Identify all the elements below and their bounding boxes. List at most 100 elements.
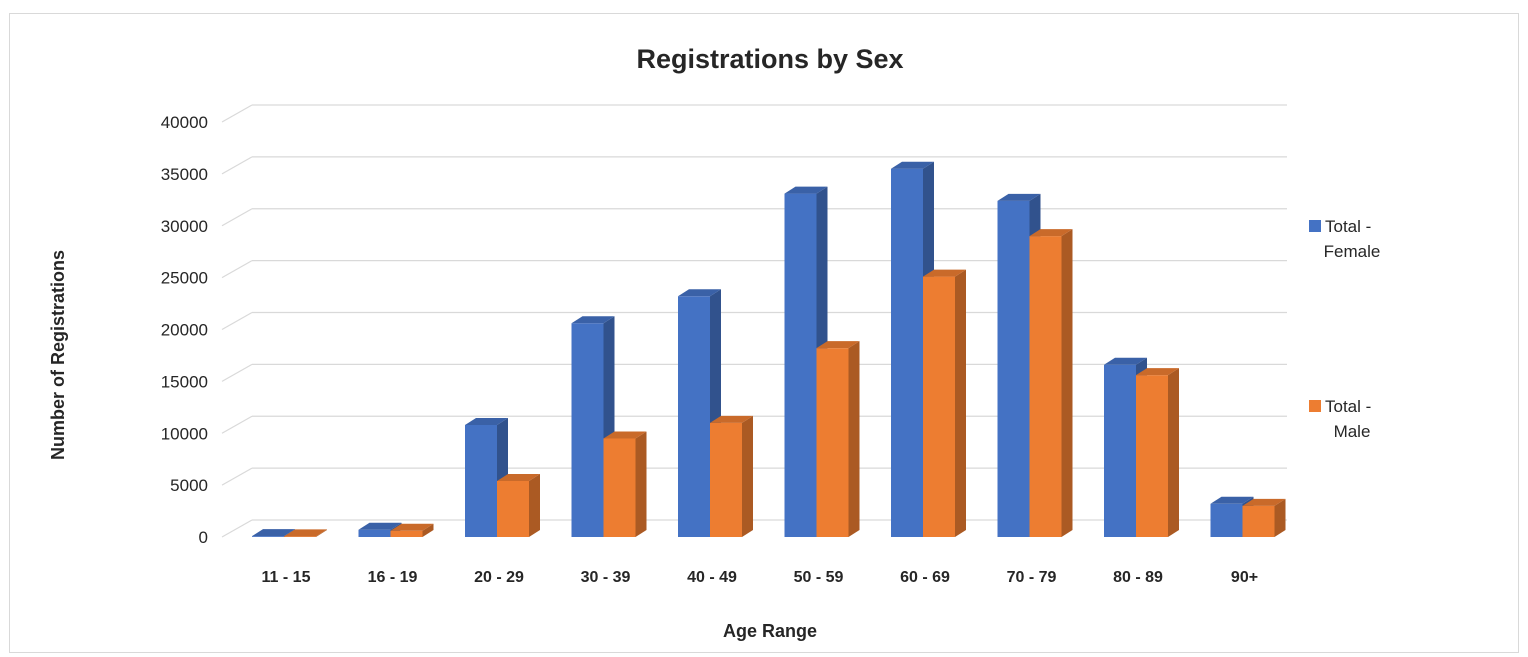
x-tick-label: 70 - 79: [1007, 569, 1057, 586]
bar-front: [891, 168, 923, 537]
x-tick-label: 20 - 29: [474, 569, 524, 586]
legend-label: Female: [1324, 242, 1381, 261]
bar-front: [816, 348, 849, 537]
bar-front: [1029, 236, 1062, 537]
legend-swatch: [1309, 220, 1321, 232]
legend-swatch: [1309, 400, 1321, 412]
bar-front: [1136, 375, 1168, 537]
legend-label: Male: [1334, 422, 1371, 441]
y-tick-label: 0: [199, 528, 208, 547]
bar-top: [923, 269, 966, 277]
bar-front: [465, 424, 497, 537]
bar: [284, 529, 327, 537]
y-tick-label: 25000: [161, 269, 208, 288]
bar-front: [284, 536, 316, 537]
gridline-diagonal: [221, 104, 253, 123]
bar-front: [252, 536, 284, 537]
bar-front: [358, 529, 391, 537]
bar-top: [678, 289, 721, 297]
y-axis-ticks: 0 5000 10000 15000 20000 25000 30000 35000 40000: [161, 113, 208, 547]
legend-label: Total -: [1325, 397, 1371, 416]
gridline-diagonal: [221, 467, 253, 486]
x-tick-label: 16 - 19: [368, 569, 418, 586]
bar-front: [710, 422, 742, 537]
y-tick-label: 15000: [161, 372, 208, 391]
chart-title: Registrations by Sex: [636, 44, 903, 74]
bar-top: [571, 316, 615, 324]
x-tick-label: 50 - 59: [794, 569, 844, 586]
bar-top: [252, 529, 295, 537]
bar: [603, 431, 647, 537]
bar: [390, 523, 434, 537]
bar-side: [635, 431, 647, 537]
bar: [784, 186, 828, 537]
x-axis-label: Age Range: [723, 621, 817, 641]
bar-top: [710, 415, 753, 423]
gridline-diagonal: [221, 415, 253, 434]
bar-top: [1136, 368, 1179, 376]
y-axis-label: Number of Registrations: [48, 250, 68, 460]
bar-front: [497, 480, 529, 537]
gridline-diagonal: [221, 311, 253, 331]
bar-side: [422, 523, 434, 537]
bar-front: [1242, 505, 1275, 537]
bar-front: [1210, 503, 1243, 537]
bar-front: [1104, 364, 1136, 537]
bar-front: [603, 438, 636, 537]
gridline-diagonal: [221, 363, 253, 382]
bar-front: [390, 530, 423, 537]
y-tick-label: 20000: [161, 321, 208, 340]
bar-side: [742, 415, 753, 537]
bar-side: [1168, 368, 1179, 537]
bar: [816, 341, 860, 537]
bar-top: [1029, 229, 1073, 237]
bar-side: [316, 529, 327, 537]
x-axis-ticks: 11 - 15 16 - 19 20 - 29 30 - 39 40 - 49 50 - …: [262, 569, 1259, 586]
legend-label: Total -: [1325, 217, 1371, 236]
y-tick-label: 40000: [161, 113, 208, 132]
bar-front: [923, 276, 955, 537]
bar-top: [390, 523, 434, 531]
x-tick-label: 40 - 49: [687, 569, 737, 586]
y-tick-label: 30000: [161, 217, 208, 236]
bar-top: [1104, 357, 1147, 365]
bar: [923, 269, 966, 537]
y-tick-label: 35000: [161, 165, 208, 184]
bar-front: [678, 296, 710, 537]
x-tick-label: 11 - 15: [262, 569, 311, 586]
bar: [710, 415, 753, 537]
bars: [252, 161, 1286, 537]
bar-top: [603, 431, 647, 439]
legend: Total - Female Total - Male: [1309, 217, 1380, 441]
bar-top: [358, 522, 402, 530]
y-tick-label: 10000: [161, 424, 208, 443]
bar-top: [1242, 498, 1286, 506]
bar: [497, 473, 540, 537]
gridline-diagonal: [221, 208, 253, 227]
bar-side: [955, 269, 966, 537]
gridline-diagonal: [221, 519, 253, 538]
x-tick-label: 80 - 89: [1113, 569, 1163, 586]
bar-top: [997, 193, 1041, 201]
x-tick-label: 30 - 39: [581, 569, 631, 586]
y-tick-label: 5000: [170, 476, 208, 495]
bar-front: [997, 200, 1030, 537]
bar-top: [284, 529, 327, 537]
bar-front: [784, 193, 817, 537]
bar-side: [848, 341, 860, 537]
chart-frame: [9, 13, 1519, 653]
bar-top: [816, 341, 860, 349]
bar: [1136, 368, 1179, 537]
bar-top: [1210, 496, 1254, 504]
bar-side: [529, 473, 540, 537]
bar: [1029, 229, 1073, 537]
bar-front: [571, 323, 604, 537]
x-tick-label: 60 - 69: [900, 569, 950, 586]
gridline-diagonal: [221, 156, 253, 175]
bar-top: [465, 417, 508, 425]
bar: [1242, 498, 1286, 537]
bar-side: [1274, 498, 1286, 537]
x-tick-label: 90+: [1231, 569, 1258, 586]
bar-side: [1061, 229, 1073, 537]
